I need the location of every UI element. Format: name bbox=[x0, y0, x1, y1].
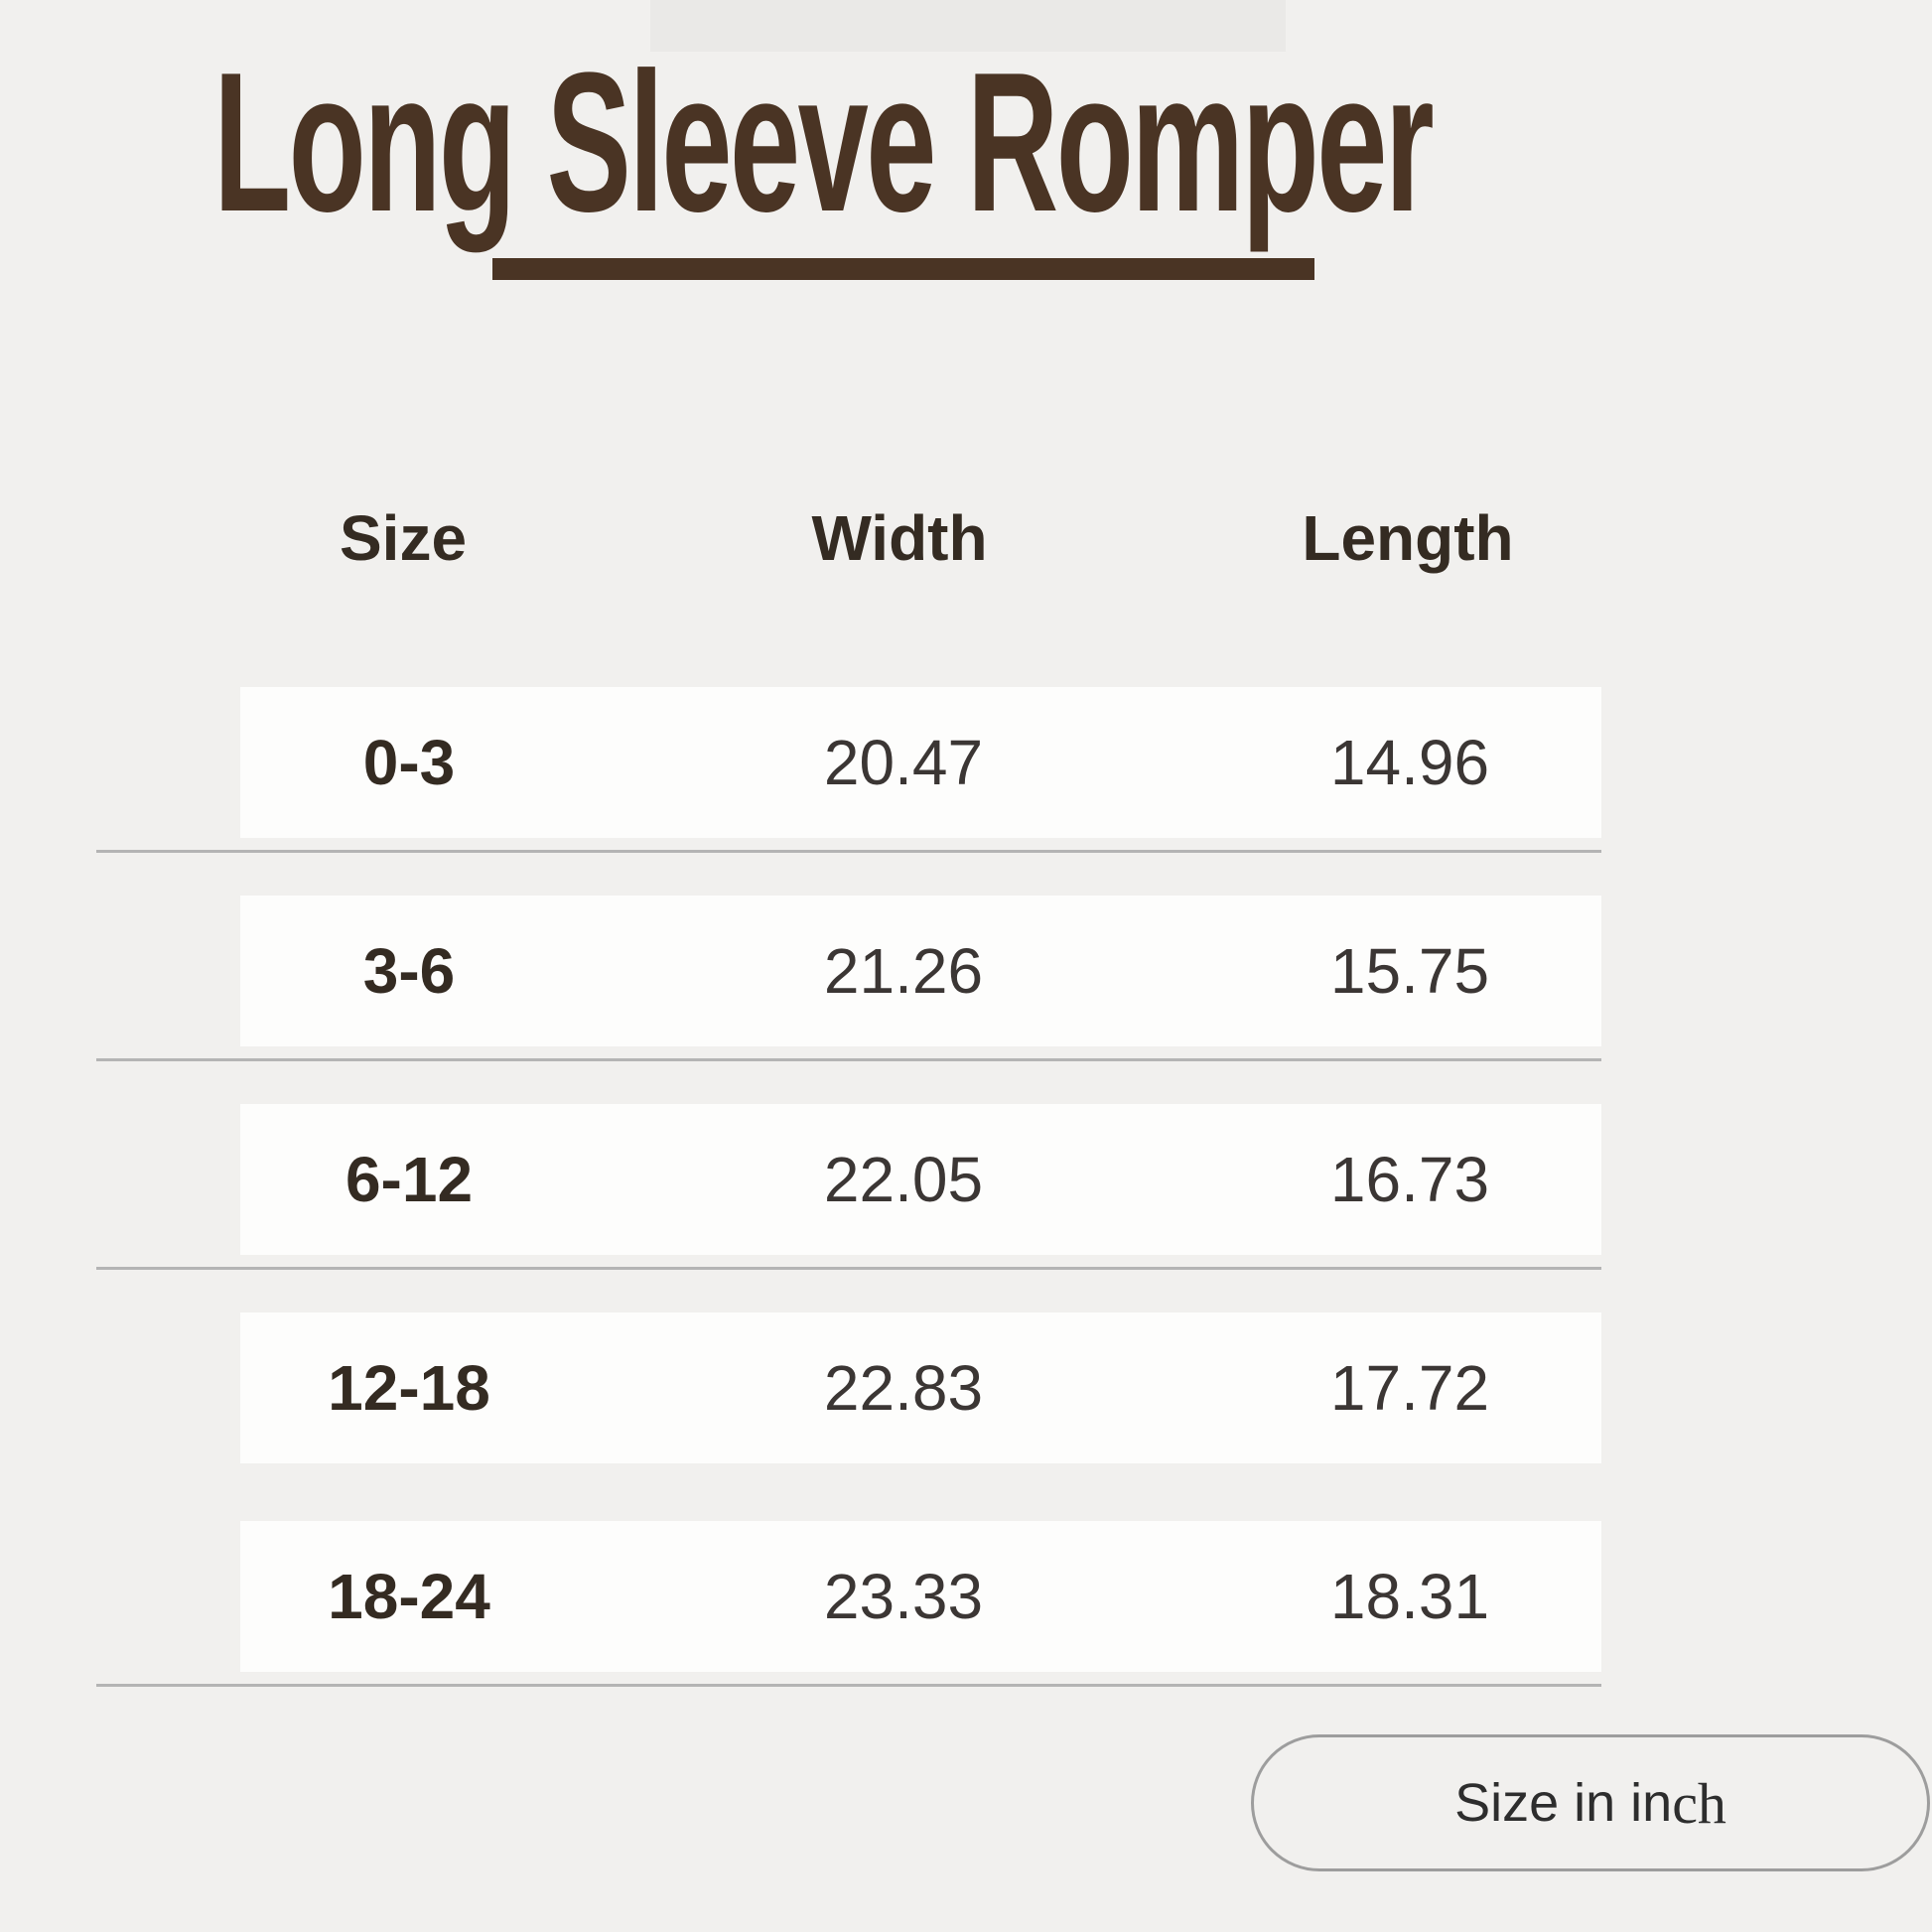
column-header-size: Size bbox=[339, 502, 468, 574]
cell-width: 20.47 bbox=[823, 727, 984, 798]
unit-badge: Size in in ch bbox=[1251, 1734, 1930, 1871]
cell-length: 15.75 bbox=[1329, 935, 1490, 1007]
page-title: Long Sleeve Romper bbox=[213, 32, 1435, 253]
cell-length: 18.31 bbox=[1329, 1561, 1490, 1632]
column-header-width: Width bbox=[811, 502, 988, 574]
unit-badge-text-serif: ch bbox=[1672, 1770, 1726, 1836]
cell-size: 3-6 bbox=[362, 935, 456, 1007]
top-artifact-rectangle bbox=[650, 0, 1286, 52]
cell-size: 18-24 bbox=[328, 1561, 490, 1632]
table-row: 12-18 22.83 17.72 bbox=[240, 1312, 1601, 1463]
table-row: 0-3 20.47 14.96 bbox=[240, 687, 1601, 838]
cell-width: 21.26 bbox=[823, 935, 984, 1007]
cell-width: 23.33 bbox=[823, 1561, 984, 1632]
title-underline bbox=[492, 258, 1314, 280]
cell-length: 14.96 bbox=[1329, 727, 1490, 798]
cell-size: 12-18 bbox=[328, 1352, 490, 1424]
unit-badge-text: Size in in bbox=[1454, 1773, 1673, 1833]
cell-width: 22.05 bbox=[823, 1144, 984, 1215]
table-row: 18-24 23.33 18.31 bbox=[240, 1521, 1601, 1672]
cell-length: 16.73 bbox=[1329, 1144, 1490, 1215]
row-divider bbox=[96, 1267, 1601, 1270]
cell-size: 6-12 bbox=[345, 1144, 474, 1215]
row-divider bbox=[96, 1058, 1601, 1061]
row-divider bbox=[96, 1684, 1601, 1687]
table-row: 6-12 22.05 16.73 bbox=[240, 1104, 1601, 1255]
table-row: 3-6 21.26 15.75 bbox=[240, 896, 1601, 1046]
cell-length: 17.72 bbox=[1329, 1352, 1490, 1424]
cell-size: 0-3 bbox=[362, 727, 456, 798]
cell-width: 22.83 bbox=[823, 1352, 984, 1424]
column-header-length: Length bbox=[1302, 502, 1514, 574]
row-divider bbox=[96, 850, 1601, 853]
